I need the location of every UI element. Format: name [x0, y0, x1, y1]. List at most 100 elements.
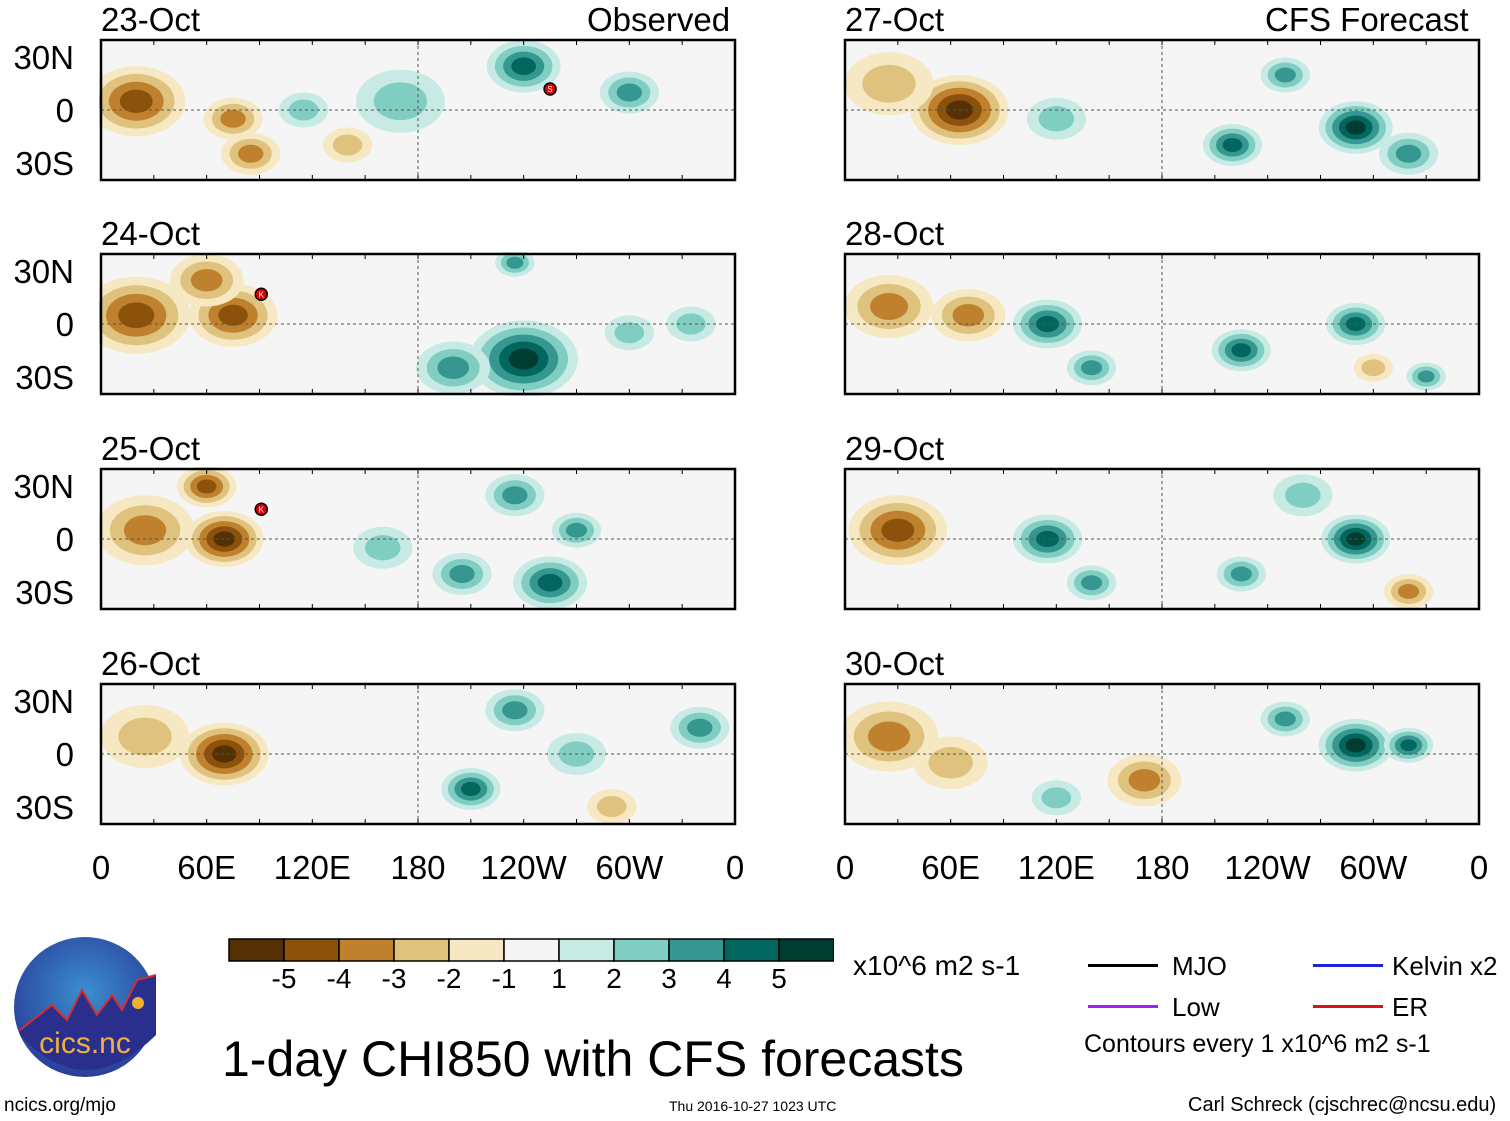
colorbar-swatch — [558, 938, 615, 962]
url-link[interactable]: ncics.org/mjo — [4, 1095, 116, 1116]
colorbar-swatch — [778, 938, 834, 962]
anomaly-blob — [1395, 144, 1422, 163]
anomaly-blob — [1345, 120, 1366, 135]
contour-note: Contours every 1 x10^6 m2 s-1 — [1084, 1030, 1431, 1058]
legend-line-er — [1313, 1005, 1383, 1008]
anomaly-blob — [1036, 530, 1060, 548]
anomaly-blob — [449, 565, 475, 583]
colorbar-label: 5 — [771, 963, 787, 994]
lat-tick-label: 30S — [15, 359, 74, 396]
anomaly-blob — [213, 531, 236, 547]
colorbar-label: -3 — [381, 963, 407, 994]
anomaly-blob — [1285, 482, 1321, 508]
legend-label-low: Low — [1172, 992, 1220, 1022]
panel-frame — [99, 467, 737, 611]
anomaly-blob — [220, 109, 246, 128]
colorbar-swatch — [723, 938, 780, 962]
colorbar-label: -1 — [491, 963, 517, 994]
lat-tick-label: 0 — [55, 92, 74, 129]
panel-date: 25-Oct — [101, 430, 201, 467]
anomaly-blob — [862, 64, 916, 103]
anomaly-blob — [1400, 739, 1417, 752]
colorbar-label: 3 — [661, 963, 677, 994]
storm-label: K — [259, 505, 265, 514]
map-panel-24-Oct: K — [99, 252, 737, 396]
colorbar-swatch — [613, 938, 670, 962]
legend-label-kelvin: Kelvin x2 — [1392, 951, 1498, 981]
legend-line-mjo — [1088, 964, 1158, 967]
anomaly-blob — [508, 348, 539, 370]
anomaly-blob — [212, 745, 237, 763]
lon-tick-label: 0 — [835, 849, 855, 886]
storm-icon — [543, 82, 557, 96]
lon-tick-label: 120W — [480, 849, 567, 886]
forecast-label: CFS Forecast — [1265, 1, 1469, 38]
panel-date: 24-Oct — [101, 215, 201, 252]
figure-title: 1-day CHI850 with CFS forecasts — [222, 1031, 964, 1087]
panel-date: 27-Oct — [845, 1, 945, 38]
anomaly-blob — [870, 293, 909, 320]
anomaly-blob — [123, 515, 167, 546]
anomaly-blob — [565, 522, 588, 538]
panel-frame — [843, 682, 1481, 826]
anomaly-blob — [1397, 584, 1420, 599]
lat-tick-label: 0 — [55, 521, 74, 558]
anomaly-blob — [867, 721, 911, 752]
panel-frame — [843, 467, 1481, 611]
anomaly-blob — [1274, 67, 1296, 83]
anomaly-blob — [118, 302, 155, 329]
panel-date: 23-Oct — [101, 1, 201, 38]
colorbar-swatch — [283, 938, 340, 962]
cics-logo: cics.nc — [14, 937, 157, 1077]
anomaly-blob — [1417, 370, 1435, 383]
timestamp: Thu 2016-10-27 1023 UTC — [669, 1098, 837, 1114]
lon-tick-label: 180 — [1134, 849, 1190, 886]
storm-label: K — [259, 290, 265, 299]
colorbar-label: -5 — [271, 963, 297, 994]
lon-tick-label: 180 — [390, 849, 446, 886]
map-panel-25-Oct: K — [99, 467, 737, 611]
storm-label: S — [547, 85, 552, 94]
anomaly-blob — [537, 574, 563, 592]
anomaly-blob — [616, 83, 643, 102]
anomaly-blob — [1080, 575, 1103, 591]
panel-date: 28-Oct — [845, 215, 945, 252]
map-panel-27-Oct — [843, 38, 1481, 182]
map-panel-23-Oct: S — [99, 38, 737, 182]
anomaly-blob — [1231, 343, 1252, 358]
colorbar-label: -2 — [436, 963, 462, 994]
lon-tick-label: 60E — [921, 849, 981, 886]
anomaly-blob — [118, 717, 172, 756]
colorbar-swatch — [228, 938, 285, 962]
lat-tick-label: 30S — [15, 574, 74, 611]
anomaly-blob — [196, 479, 217, 494]
anomaly-blob — [238, 144, 264, 163]
map-panel-29-Oct — [843, 467, 1481, 611]
author-credit: Carl Schreck (cjschrec@ncsu.edu) — [1188, 1094, 1497, 1116]
map-panel-30-Oct — [843, 682, 1481, 826]
anomaly-blob — [506, 256, 524, 269]
anomaly-blob — [1080, 360, 1103, 376]
map-panel-28-Oct — [843, 252, 1481, 396]
anomaly-blob — [502, 701, 528, 720]
anomaly-blob — [365, 535, 401, 561]
panel-frame — [843, 252, 1481, 396]
anomaly-blob — [596, 796, 627, 817]
storm-icon — [254, 502, 269, 516]
lon-tick-label: 60E — [177, 849, 237, 886]
panel-frame — [99, 682, 737, 826]
anomaly-blob — [502, 486, 528, 505]
colorbar — [228, 938, 834, 962]
anomaly-blob — [1361, 359, 1386, 377]
colorbar-label: 2 — [606, 963, 622, 994]
anomaly-blob — [952, 304, 985, 327]
lon-tick-label: 60W — [595, 849, 664, 886]
anomaly-blob — [1128, 769, 1161, 792]
colorbar-label: 1 — [551, 963, 567, 994]
anomaly-blob — [614, 322, 645, 344]
panel-date: 30-Oct — [845, 645, 945, 682]
lon-tick-label: 120E — [273, 849, 351, 886]
legend-label-mjo: MJO — [1172, 951, 1227, 981]
observed-label: Observed — [587, 1, 731, 38]
